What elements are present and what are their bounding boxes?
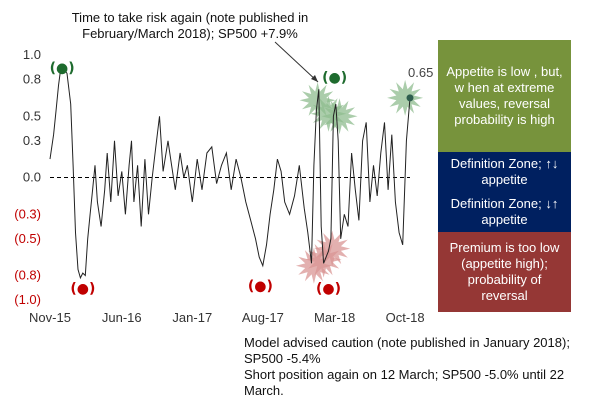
annotation-arrow	[274, 41, 319, 83]
marker-red-3: (●)	[316, 281, 341, 297]
signal-bursts	[295, 79, 424, 284]
annotation-arrow-head	[311, 75, 318, 82]
x-tick-label-4: Mar-18	[314, 310, 355, 325]
series-line	[49, 66, 411, 280]
y-tick-label-1: 0.8	[23, 72, 41, 87]
burst-green-2	[321, 98, 358, 135]
premium-low-text: Premium is too low (appetite high); prob…	[449, 240, 560, 303]
burst-green-3	[387, 79, 424, 116]
y-tick-label-8: (1.0)	[14, 292, 41, 307]
burst-green-1	[310, 95, 347, 132]
y-tick-label-7: (0.8)	[14, 268, 41, 283]
x-tick-label-2: Jan-17	[172, 310, 212, 325]
top-annotation: Time to take risk again (note published …	[71, 10, 309, 41]
y-tick-label-5: (0.3)	[14, 206, 41, 221]
x-tick-label-0: Nov-15	[29, 310, 71, 325]
bottom-annotation: Model advised caution (note published in…	[244, 335, 589, 399]
marker-green-0: (●)	[50, 60, 75, 76]
burst-red-6	[314, 230, 351, 267]
x-tick-label-3: Aug-17	[242, 310, 284, 325]
premium-low-box: Premium is too low (appetite high); prob…	[438, 232, 571, 312]
bottom-annotation-line2: Short position again on 12 March; SP500 …	[244, 367, 565, 398]
x-tick-label-1: Jun-16	[102, 310, 142, 325]
definition-zone-down-text: Definition Zone; ↓↑ appetite	[450, 196, 559, 227]
marker-red-2: (●)	[248, 278, 273, 294]
definition-zone-up-text: Definition Zone; ↑↓ appetite	[450, 156, 559, 187]
y-tick-label-2: 0.5	[23, 108, 41, 123]
y-tick-label-0: 1.0	[23, 47, 41, 62]
y-tick-label-3: 0.3	[23, 133, 41, 148]
marker-green-4: (●)	[322, 70, 347, 86]
y-tick-label-4: 0.0	[23, 170, 41, 185]
series-end-point	[406, 94, 414, 102]
bottom-annotation-line1: Model advised caution (note published in…	[244, 335, 570, 366]
x-axis-ticks: Nov-15 Jun-16 Jan-17 Aug-17 Mar-18 Oct-18	[29, 310, 425, 325]
appetite-low-box: Appetite is low , but, w hen at extreme …	[438, 40, 571, 152]
value-label-065: 0.65	[408, 65, 433, 80]
marker-red-1: (●)	[70, 281, 95, 297]
appetite-low-text: Appetite is low , but, w hen at extreme …	[446, 64, 563, 127]
x-tick-label-5: Oct-18	[386, 310, 425, 325]
y-axis-ticks: 1.0 0.8 0.5 0.3 0.0 (0.3) (0.5) (0.8) (1.0)	[14, 47, 41, 307]
definition-zone-down-box: Definition Zone; ↓↑ appetite	[438, 192, 571, 232]
y-tick-label-6: (0.5)	[14, 231, 41, 246]
signal-markers: (●) (●) (●) (●) (●)	[50, 60, 414, 297]
definition-zone-up-box: Definition Zone; ↑↓ appetite	[438, 152, 571, 192]
